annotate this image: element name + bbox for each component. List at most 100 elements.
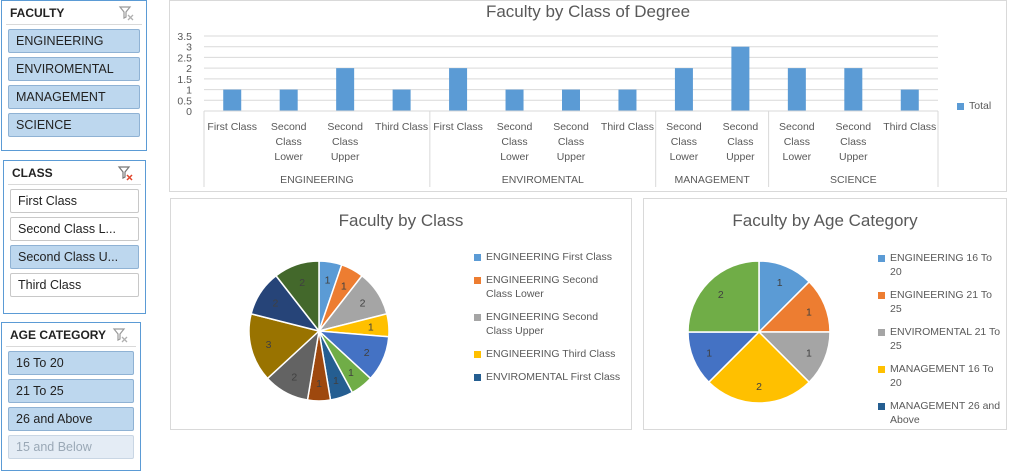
- bar: [731, 46, 750, 111]
- x-tick-label: Second: [779, 121, 815, 133]
- y-tick-label: 1.5: [177, 74, 192, 86]
- class-slicer: CLASS First Class Second Class L... Second…: [3, 160, 146, 314]
- x-tick-label: Second: [835, 121, 871, 133]
- legend-swatch: [878, 292, 885, 299]
- y-tick-label: 3: [186, 42, 192, 54]
- pie-data-label: 1: [333, 375, 339, 387]
- pie-data-label: 2: [360, 298, 366, 310]
- x-tick-label: Second: [497, 121, 533, 133]
- legend-item: ENVIROMENTAL 21 To 25: [878, 325, 1003, 353]
- bar: [336, 68, 355, 111]
- y-tick-label: 3.5: [177, 31, 192, 43]
- slicer-item-class[interactable]: Third Class: [10, 273, 139, 297]
- pie-slice: [274, 260, 320, 334]
- legend-swatch: [474, 277, 481, 284]
- slicer-item-faculty[interactable]: ENVIROMENTAL: [8, 57, 140, 81]
- legend-item: ENGINEERING 21 To 25: [878, 288, 1003, 316]
- pie-data-label: 2: [718, 289, 724, 301]
- bar-chart-panel: Faculty by Class of Degree 0 0.5 1 1.5 2 2.5 3…: [169, 0, 1007, 192]
- slicer-item-faculty[interactable]: ENGINEERING: [8, 29, 140, 53]
- x-tick-label: First Class: [433, 121, 483, 133]
- slicer-item-class[interactable]: Second Class U...: [10, 245, 139, 269]
- y-tick-label: 2: [186, 63, 192, 75]
- pie-slice: [248, 312, 321, 380]
- y-tick-label: 0: [186, 106, 192, 118]
- pie1-legend: ENGINEERING First Class ENGINEERING Secon…: [474, 250, 624, 393]
- bar: [505, 89, 524, 111]
- clear-filter-icon[interactable]: [118, 5, 134, 21]
- slicer-item-age[interactable]: 26 and Above: [8, 407, 134, 431]
- x-tick-label: Second: [271, 121, 307, 133]
- x-tick-label: Class: [671, 136, 697, 148]
- legend-swatch: [878, 366, 885, 373]
- x-tick-label: First Class: [207, 121, 257, 133]
- legend-swatch: [878, 329, 885, 336]
- legend-label: ENGINEERING Second Class Lower: [486, 274, 599, 300]
- x-tick-label: Lower: [274, 151, 303, 163]
- age-category-slicer-header: AGE CATEGORY: [6, 323, 136, 347]
- faculty-slicer-items: ENGINEERING ENVIROMENTAL MANAGEMENT SCIENCE: [2, 29, 146, 137]
- legend-label: ENGINEERING Third Class: [486, 348, 616, 360]
- pie-data-label: 1: [368, 322, 374, 334]
- pie-data-label: 1: [806, 306, 812, 318]
- age-category-slicer-title: AGE CATEGORY: [10, 327, 107, 342]
- bar: [223, 89, 242, 111]
- y-tick-label: 2.5: [177, 52, 192, 64]
- slicer-item-age[interactable]: 15 and Below: [8, 435, 134, 459]
- pie1-title: Faculty by Class: [338, 211, 464, 230]
- legend-label: Total: [969, 100, 992, 112]
- x-tick-label: Class: [332, 136, 358, 148]
- legend-swatch: [957, 102, 964, 110]
- x-tick-label: Upper: [726, 151, 755, 163]
- slicer-item-age[interactable]: 21 To 25: [8, 379, 134, 403]
- slicer-item-age[interactable]: 16 To 20: [8, 351, 134, 375]
- pie-data-label: 1: [341, 280, 347, 292]
- pie-data-label: 3: [266, 339, 272, 351]
- pie-data-label: 2: [756, 381, 762, 393]
- faculty-slicer: FACULTY ENGINEERING ENVIROMENTAL MANAGEMEN…: [1, 0, 147, 151]
- legend-item: ENGINEERING Third Class: [474, 347, 624, 361]
- pie2-chart: 1 1 1 2 1 2: [687, 260, 831, 404]
- class-slicer-items: First Class Second Class L... Second Class…: [4, 189, 145, 297]
- group-label: MANAGEMENT: [675, 174, 751, 186]
- bar: [618, 89, 637, 111]
- bar-chart: 00.511.522.533.5 First Class Second Class Lo…: [177, 31, 939, 187]
- pie-data-label: 2: [273, 298, 279, 310]
- bar: [844, 68, 863, 111]
- clear-filter-icon[interactable]: [117, 165, 133, 181]
- bar: [449, 68, 468, 111]
- faculty-slicer-header: FACULTY: [6, 1, 142, 25]
- pie-data-label: 1: [316, 378, 322, 390]
- slicer-item-class[interactable]: Second Class L...: [10, 217, 139, 241]
- group-label: SCIENCE: [830, 174, 877, 186]
- legend-item: MANAGEMENT 26 and Above: [878, 399, 1003, 427]
- x-tick-label: Upper: [839, 151, 868, 163]
- pie-data-label: 1: [325, 275, 331, 287]
- x-tick-label: Second: [327, 121, 363, 133]
- legend-label: ENGINEERING First Class: [486, 251, 613, 263]
- pie-data-label: 2: [291, 372, 297, 384]
- pie-slice: [707, 330, 811, 404]
- x-tick-label: Class: [558, 136, 584, 148]
- bar: [900, 89, 919, 111]
- clear-filter-icon[interactable]: [112, 327, 128, 343]
- legend-item: ENGINEERING Second Class Lower: [474, 273, 624, 301]
- class-slicer-title: CLASS: [12, 165, 53, 180]
- legend-label: ENGINEERING Second Class Upper: [486, 311, 599, 337]
- legend-item: ENVIROMENTAL First Class: [474, 370, 624, 384]
- x-tick-label: Second: [553, 121, 589, 133]
- faculty-slicer-title: FACULTY: [10, 5, 65, 20]
- legend-label: ENGINEERING 16 To 20: [890, 252, 992, 278]
- x-tick-label: Upper: [331, 151, 360, 163]
- slicer-item-faculty[interactable]: SCIENCE: [8, 113, 140, 137]
- y-tick-label: 0.5: [177, 95, 192, 107]
- bar-chart-legend: Total: [957, 100, 991, 112]
- legend-swatch: [878, 255, 885, 262]
- slicer-item-class[interactable]: First Class: [10, 189, 139, 213]
- slicer-item-faculty[interactable]: MANAGEMENT: [8, 85, 140, 109]
- pie2-title: Faculty by Age Category: [732, 211, 918, 230]
- x-tick-label: Class: [840, 136, 866, 148]
- x-tick-label: Third Class: [601, 121, 654, 133]
- group-label: ENVIROMENTAL: [502, 174, 584, 186]
